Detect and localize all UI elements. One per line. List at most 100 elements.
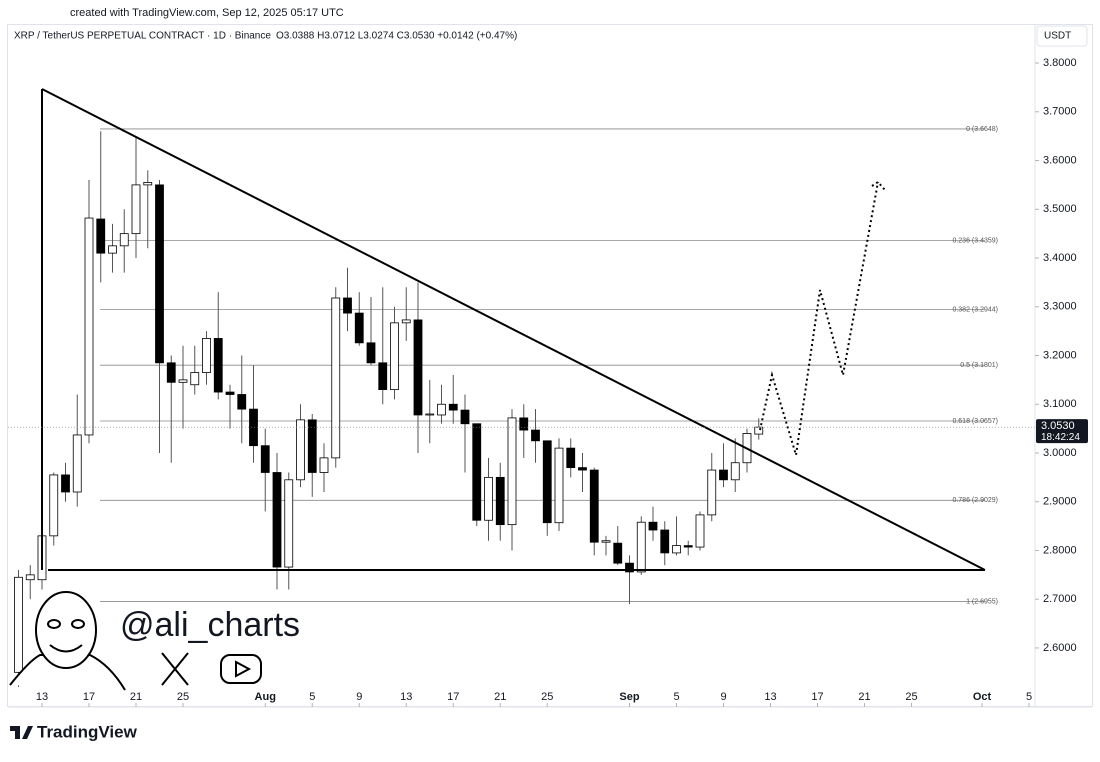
- currency[interactable]: USDT: [1044, 31, 1071, 42]
- candle-body: [166, 362, 176, 383]
- candle-body: [660, 529, 670, 554]
- x-tick-label: 13: [400, 691, 412, 703]
- x-tick-label: 5: [1026, 691, 1032, 703]
- x-tick-label: 17: [83, 691, 95, 703]
- ohlc-legend: O3.0388 H3.0712 L3.0274 C3.0530 +0.0142 …: [276, 31, 517, 42]
- fib-label: 0 (3.6648): [966, 126, 998, 133]
- candle-body: [707, 469, 717, 516]
- candle-body: [108, 245, 117, 254]
- y-tick-label: 3.4000: [1043, 252, 1077, 264]
- candle-body: [119, 233, 129, 247]
- y-tick-label: 2.9000: [1043, 496, 1077, 508]
- candle-body: [49, 474, 59, 537]
- y-tick-label: 3.3000: [1043, 301, 1077, 313]
- social-icons: [161, 652, 262, 686]
- candle-body: [225, 391, 235, 395]
- x-tick-label: 13: [764, 691, 776, 703]
- candle-body: [613, 542, 623, 564]
- candle-body: [237, 394, 247, 410]
- y-tick-label: 3.1000: [1043, 398, 1077, 410]
- candle-body: [648, 521, 658, 531]
- candle-body: [178, 379, 188, 383]
- candle-body: [425, 413, 435, 416]
- candle-body: [378, 362, 388, 391]
- candle-body: [131, 184, 141, 235]
- x-tick-label: 9: [720, 691, 726, 703]
- candle-body: [202, 338, 211, 373]
- candle-body: [719, 469, 728, 481]
- candle-body: [507, 417, 517, 526]
- fib-label: 0.236 (3.4359): [952, 237, 998, 244]
- x-tick-label: Oct: [973, 691, 992, 703]
- candle-body: [542, 440, 552, 524]
- candle-body: [730, 462, 740, 481]
- candle-body: [272, 472, 282, 568]
- y-tick-label: 3.8000: [1043, 57, 1077, 69]
- candle-body: [472, 423, 482, 521]
- watermark-handle: @ali_charts: [120, 606, 300, 644]
- candle-body: [307, 419, 317, 473]
- x-tick-label: 5: [309, 691, 315, 703]
- candle-body: [695, 514, 705, 548]
- candle-body: [484, 476, 493, 521]
- brand: TradingView: [37, 722, 138, 741]
- candle-body: [61, 474, 70, 493]
- candle-body: [354, 312, 364, 344]
- fib-label: 0.786 (2.9029): [952, 497, 998, 504]
- candle-body: [554, 447, 564, 524]
- x-tick-label: Aug: [255, 691, 276, 703]
- countdown: 18:42:24: [1041, 432, 1080, 443]
- candle-body: [460, 409, 470, 425]
- currency-box[interactable]: [1036, 25, 1088, 47]
- candle-body: [25, 574, 35, 581]
- last-price-label: 3.0530: [1041, 420, 1075, 432]
- x-tick-label: 25: [905, 691, 917, 703]
- x-tick-label: 25: [177, 691, 189, 703]
- x-tick-label: 9: [356, 691, 362, 703]
- candle-body: [343, 297, 352, 314]
- fib-label: 1 (2.6955): [966, 598, 998, 605]
- tradingview-logo: TradingView: [10, 722, 138, 741]
- x-tick-label: 17: [811, 691, 823, 703]
- candle-body: [390, 322, 399, 391]
- x-tick-label: 13: [36, 691, 48, 703]
- candle-body: [72, 434, 82, 493]
- y-tick-label: 3.5000: [1043, 203, 1077, 215]
- y-tick-label: 2.6000: [1043, 642, 1077, 654]
- candle-body: [754, 426, 764, 435]
- y-tick-label: 3.6000: [1043, 154, 1077, 166]
- candle-body: [601, 540, 611, 543]
- fib-label: 0.5 (3.1801): [960, 362, 998, 369]
- triangle-drawing: [41, 88, 986, 571]
- candle-body: [84, 217, 94, 436]
- candle-body: [190, 372, 200, 386]
- candle-body: [284, 479, 294, 568]
- x-tick-label: 21: [494, 691, 506, 703]
- candle-body: [366, 342, 376, 364]
- candle-body: [683, 545, 693, 548]
- candle-body: [413, 319, 423, 416]
- candle-body: [519, 417, 529, 431]
- candle-body: [401, 319, 411, 324]
- y-tick-label: 3.7000: [1043, 106, 1077, 118]
- candle-body: [213, 338, 223, 393]
- candle-body: [249, 408, 258, 447]
- candle-body: [578, 467, 587, 471]
- candle-body: [448, 403, 458, 411]
- candle-body: [672, 545, 681, 554]
- projection-path: [759, 180, 886, 456]
- y-tick-label: 2.7000: [1043, 593, 1077, 605]
- last-price-box: [1036, 419, 1088, 444]
- y-tick-label: 2.8000: [1043, 544, 1077, 556]
- symbol-title: XRP / TetherUS PERPETUAL CONTRACT · 1D ·…: [14, 31, 271, 42]
- x-tick-label: Sep: [619, 691, 639, 703]
- author-avatar: [9, 591, 126, 691]
- candle-body: [260, 445, 270, 473]
- candle-body: [331, 297, 341, 459]
- candle-body: [143, 182, 153, 186]
- x-tick-label: 21: [130, 691, 142, 703]
- candle-body: [155, 184, 164, 364]
- x-tick-label: 25: [541, 691, 553, 703]
- y-tick-label: 3.2000: [1043, 349, 1077, 361]
